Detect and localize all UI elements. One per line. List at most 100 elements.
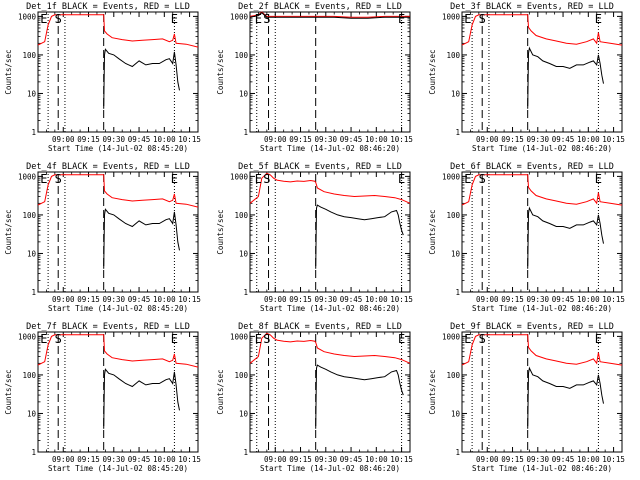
- y-tick-label: 1: [31, 128, 36, 137]
- y-tick-label: 1: [243, 128, 248, 137]
- x-tick-label: 09:00: [476, 135, 499, 144]
- y-tick-label: 1000: [18, 172, 37, 181]
- event-marker: E: [398, 172, 405, 186]
- x-tick-label: 09:45: [128, 295, 151, 304]
- x-tick-label: 09:30: [315, 295, 338, 304]
- x-tick-label: 10:15: [602, 135, 625, 144]
- y-tick-label: 1: [243, 448, 248, 457]
- lld-series-line: [461, 174, 623, 206]
- event-marker: E: [255, 12, 262, 26]
- y-tick-label: 100: [446, 371, 460, 380]
- x-tick-label: 10:15: [390, 295, 413, 304]
- x-tick-label: 10:00: [365, 455, 388, 464]
- y-tick-label: 100: [234, 51, 248, 60]
- y-tick-label: 1000: [230, 12, 249, 21]
- x-tick-label: 09:30: [103, 295, 126, 304]
- lld-series-line: [249, 332, 411, 364]
- plot-frame: [249, 331, 411, 453]
- events-series-line: [527, 46, 604, 109]
- event-marker: E: [255, 172, 262, 186]
- y-axis-label: Counts/sec: [216, 49, 225, 94]
- x-tick-label: 10:00: [153, 135, 176, 144]
- lld-series-line: [461, 334, 623, 366]
- y-tick-label: 100: [22, 211, 36, 220]
- x-tick-label: 10:00: [153, 295, 176, 304]
- y-tick-label: 1: [455, 448, 460, 457]
- event-marker: E: [595, 172, 602, 186]
- y-axis-label: Counts/sec: [216, 209, 225, 254]
- x-tick-label: 09:00: [476, 455, 499, 464]
- y-axis-label: Counts/sec: [4, 49, 13, 94]
- chart-panel: Det_2f BLACK = Events, RED = LLD 1 10 100 10…: [216, 2, 413, 153]
- y-tick-label: 1000: [442, 332, 461, 341]
- event-marker: S: [55, 12, 62, 26]
- lld-series-line: [37, 174, 199, 208]
- y-tick-label: 10: [451, 89, 461, 98]
- chart-title: Det_9f BLACK = Events, RED = LLD: [450, 322, 614, 332]
- chart-panel: Det_4f BLACK = Events, RED = LLD 1 10 100 10…: [4, 162, 201, 313]
- y-tick-label: 10: [27, 409, 37, 418]
- x-tick-label: 09:45: [552, 295, 575, 304]
- x-axis-label: Start Time (14-Jul-02 08:46:20): [260, 464, 400, 473]
- x-tick-label: 09:15: [501, 135, 524, 144]
- x-tick-label: 09:15: [289, 295, 312, 304]
- x-tick-label: 10:15: [602, 455, 625, 464]
- y-tick-label: 1000: [230, 172, 249, 181]
- y-tick-label: 10: [239, 89, 249, 98]
- event-marker: E: [595, 332, 602, 346]
- y-axis-label: Counts/sec: [428, 369, 437, 414]
- events-series-line: [527, 366, 604, 429]
- y-tick-label: 1000: [230, 332, 249, 341]
- plot-frame: [461, 11, 623, 133]
- y-tick-label: 1: [31, 448, 36, 457]
- y-axis-label: Counts/sec: [216, 369, 225, 414]
- lld-series-line: [37, 334, 199, 368]
- y-tick-label: 10: [27, 89, 37, 98]
- y-tick-label: 1: [455, 288, 460, 297]
- plot-frame: [461, 331, 623, 453]
- x-axis-label: Start Time (14-Jul-02 08:46:20): [260, 304, 400, 313]
- plot-frame: [461, 171, 623, 293]
- event-marker: E: [40, 172, 47, 186]
- chart-panel: Det_3f BLACK = Events, RED = LLD 1 10 100 10…: [428, 2, 625, 153]
- chart-title: Det_4f BLACK = Events, RED = LLD: [26, 162, 190, 172]
- event-marker: E: [464, 12, 471, 26]
- event-marker: E: [398, 12, 405, 26]
- x-tick-label: 09:00: [264, 295, 287, 304]
- x-tick-label: 09:15: [77, 135, 100, 144]
- y-tick-label: 1000: [18, 12, 37, 21]
- x-tick-label: 09:45: [552, 455, 575, 464]
- event-marker: S: [479, 332, 486, 346]
- events-series-line: [249, 12, 410, 19]
- event-marker: S: [55, 172, 62, 186]
- x-tick-label: 09:30: [103, 455, 126, 464]
- y-tick-label: 10: [239, 409, 249, 418]
- chart-panel: Det_1f BLACK = Events, RED = LLD 1 10 100 10…: [4, 2, 201, 153]
- y-tick-label: 100: [446, 51, 460, 60]
- x-tick-label: 09:30: [315, 455, 338, 464]
- x-tick-label: 09:15: [501, 455, 524, 464]
- event-marker: E: [171, 332, 178, 346]
- events-series-line: [315, 364, 404, 429]
- x-tick-label: 10:15: [178, 135, 201, 144]
- chart-title: Det_6f BLACK = Events, RED = LLD: [450, 162, 614, 172]
- x-tick-label: 09:45: [128, 135, 151, 144]
- x-tick-label: 09:30: [527, 295, 550, 304]
- x-tick-label: 10:15: [602, 295, 625, 304]
- chart-title: Det_2f BLACK = Events, RED = LLD: [238, 2, 402, 12]
- lld-series-line: [37, 14, 199, 48]
- lld-series-line: [249, 11, 410, 18]
- event-marker: S: [263, 172, 270, 186]
- x-axis-label: Start Time (14-Jul-02 08:45:20): [48, 304, 188, 313]
- x-tick-label: 09:15: [77, 295, 100, 304]
- x-tick-label: 09:00: [264, 135, 287, 144]
- event-marker: E: [40, 12, 47, 26]
- y-tick-label: 100: [22, 51, 36, 60]
- x-tick-label: 09:15: [289, 135, 312, 144]
- y-tick-label: 100: [22, 371, 36, 380]
- y-tick-label: 10: [239, 249, 249, 258]
- y-axis-label: Counts/sec: [4, 369, 13, 414]
- x-tick-label: 10:15: [178, 295, 201, 304]
- y-tick-label: 1000: [442, 172, 461, 181]
